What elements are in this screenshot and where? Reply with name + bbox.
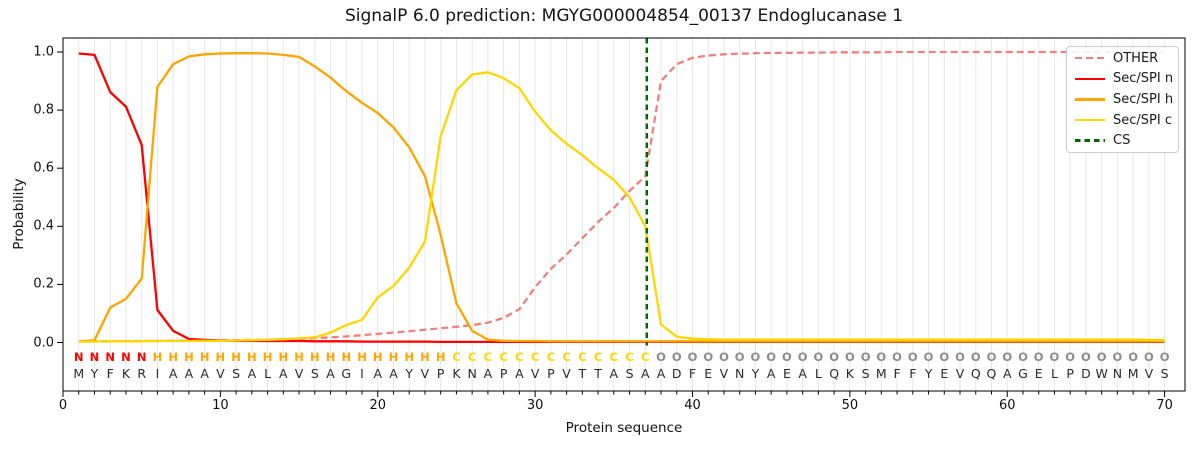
legend-swatch-sec-spi-c [1075, 118, 1105, 122]
legend-swatch-sec-spi-n [1075, 77, 1105, 81]
series-line-other [78, 50, 1165, 343]
legend-item-sec-spi-h: Sec/SPI h [1067, 90, 1178, 109]
series-line-sec-spi-c [78, 71, 1165, 343]
legend-label: OTHER [1113, 50, 1159, 66]
legend: OTHER Sec/SPI n Sec/SPI h Sec/SPI c CS [1066, 46, 1179, 153]
axis-ticks [57, 51, 1166, 397]
legend-item-sec-spi-n: Sec/SPI n [1067, 69, 1178, 88]
probability-curves [78, 50, 1165, 344]
x-axis-label: Protein sequence [565, 420, 683, 436]
plot-border [62, 37, 1186, 392]
legend-swatch-cs [1075, 139, 1105, 143]
legend-label: Sec/SPI h [1113, 91, 1174, 107]
legend-swatch-other [1075, 56, 1105, 60]
legend-label: Sec/SPI c [1113, 112, 1172, 128]
series-line-sec-spi-h [78, 52, 1165, 343]
legend-label: Sec/SPI n [1113, 71, 1174, 87]
legend-item-sec-spi-c: Sec/SPI c [1067, 111, 1178, 130]
legend-item-cs: CS [1067, 131, 1178, 150]
legend-swatch-sec-spi-h [1075, 98, 1105, 101]
legend-item-other: OTHER [1067, 49, 1178, 68]
legend-label: CS [1113, 133, 1131, 149]
chart-title: SignalP 6.0 prediction: MGYG000004854_00… [344, 6, 904, 26]
gridlines [78, 38, 1166, 391]
series-line-sec-spi-n [78, 52, 1165, 344]
